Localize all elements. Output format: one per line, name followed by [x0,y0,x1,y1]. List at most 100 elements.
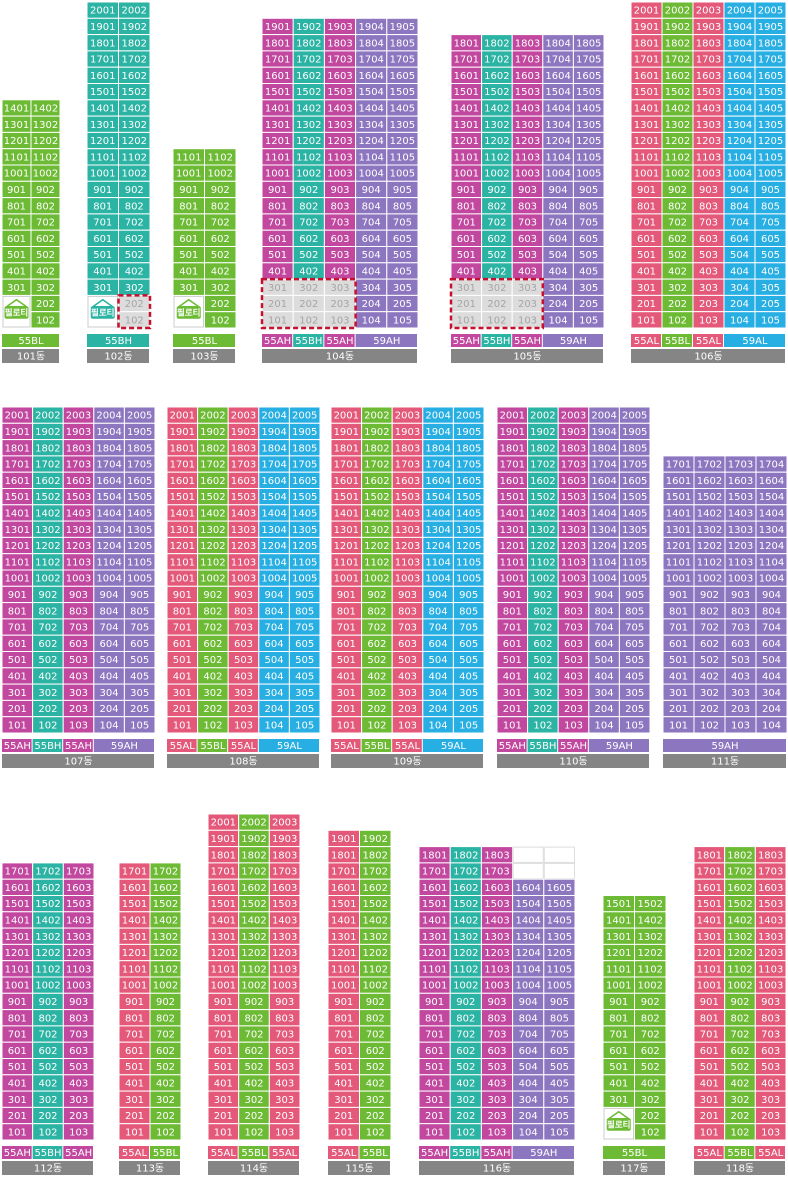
unit-number: 1702 [363,867,388,878]
unit-number: 802 [211,201,230,212]
unit-number: 1302 [33,120,58,131]
unit-number: 902 [456,997,475,1008]
unit-number: 1404 [261,508,286,519]
unit-number: 503 [330,250,349,261]
unit-number: 405 [393,266,412,277]
unit-number: 1502 [453,899,478,910]
unit-number: 1301 [265,120,290,131]
unit-number: 1903 [272,834,297,845]
unit-number: 602 [730,1046,749,1057]
unit-number: 702 [36,218,55,229]
unit-number: 1001 [697,981,722,992]
unit-number: 905 [459,590,478,601]
unit-number: 202 [38,704,57,715]
unit-number: 203 [398,704,417,715]
unit-number: 1901 [90,22,115,33]
building-name: 107동 [64,756,92,768]
unit-number: 301 [609,1095,628,1106]
unit-number: 405 [761,266,780,277]
unit-number: 503 [731,655,750,666]
unit-number: 302 [533,688,552,699]
type-label: 55BL [727,1148,753,1159]
unit-number: 703 [275,1030,294,1041]
type-bar [293,334,324,347]
type-label: 59AL [441,741,467,752]
unit-number: 1002 [363,981,388,992]
type-bar [328,1146,359,1159]
unit-number: 1203 [696,136,721,147]
unit-number: 302 [367,688,386,699]
unit-number: 1303 [728,525,753,536]
unit-number: 1701 [5,460,30,471]
unit-number: 301 [268,283,287,294]
unit-number: 1702 [153,867,178,878]
unit-number: 1402 [727,915,752,926]
unit-number: 1801 [170,443,195,454]
unit-number: 105 [550,1127,569,1138]
unit-number: 1303 [272,932,297,943]
unit-cell [755,716,788,734]
unit-number: 1201 [5,948,30,959]
unit-number: 401 [337,671,356,682]
building-bar [331,754,483,768]
unit-number: 1705 [390,55,415,66]
unit-number: 103 [761,1127,780,1138]
type-label: 55BH [452,1148,479,1159]
unit-number: 2002 [530,411,555,422]
type-label: 55BL [363,1148,389,1159]
unit-number: 502 [456,1062,475,1073]
unit-number: 1502 [35,492,60,503]
unit-number: 1002 [453,981,478,992]
unit-number: 1701 [634,55,659,66]
unit-number: 403 [761,1078,780,1089]
unit-cell [452,716,485,734]
unit-number: 602 [367,639,386,650]
unit-number: 902 [38,590,57,601]
unit-number: 1805 [127,443,152,454]
unit-number: 405 [459,671,478,682]
unit-number: 1902 [665,22,690,33]
unit-number: 301 [334,1095,353,1106]
pilotis-sign [90,306,115,319]
unit-number: 1903 [696,22,721,33]
unit-number: 102 [700,720,719,731]
unit-number: 301 [93,283,112,294]
unit-number: 502 [38,655,57,666]
unit-number: 1204 [545,136,570,147]
unit-number: 2003 [231,411,256,422]
unit-number: 603 [330,234,349,245]
unit-number: 105 [459,720,478,731]
unit-number: 1501 [331,899,356,910]
unit-cell [754,311,787,329]
unit-number: 1301 [170,525,195,536]
unit-number: 1302 [530,525,555,536]
unit-number: 1401 [334,508,359,519]
unit-number: 1902 [35,427,60,438]
type-label: 59AH [606,741,633,752]
building-name: 115동 [345,1163,373,1175]
unit-number: 202 [156,1111,175,1122]
unit-number: 1501 [634,87,659,98]
unit-number: 1305 [758,120,783,131]
unit-number: 802 [456,1013,475,1024]
unit-number: 1105 [547,964,572,975]
unit-number: 601 [214,1046,233,1057]
unit-number: 1501 [170,492,195,503]
type-bar [392,739,422,752]
unit-number: 1705 [292,460,317,471]
unit-number: 102 [533,720,552,731]
unit-number: 505 [130,655,149,666]
type-bar [331,739,361,752]
unit-number: 101 [8,720,27,731]
unit-number: 1501 [500,492,525,503]
unit-number: 1202 [484,136,509,147]
unit-number: 1403 [484,915,509,926]
unit-number: 401 [425,1078,444,1089]
unit-number: 902 [487,185,506,196]
building-bar [262,349,417,363]
unit-number: 902 [156,997,175,1008]
unit-number: 505 [393,250,412,261]
unit-number: 1401 [697,915,722,926]
unit-number: 902 [125,185,144,196]
unit-number: 801 [8,1013,27,1024]
